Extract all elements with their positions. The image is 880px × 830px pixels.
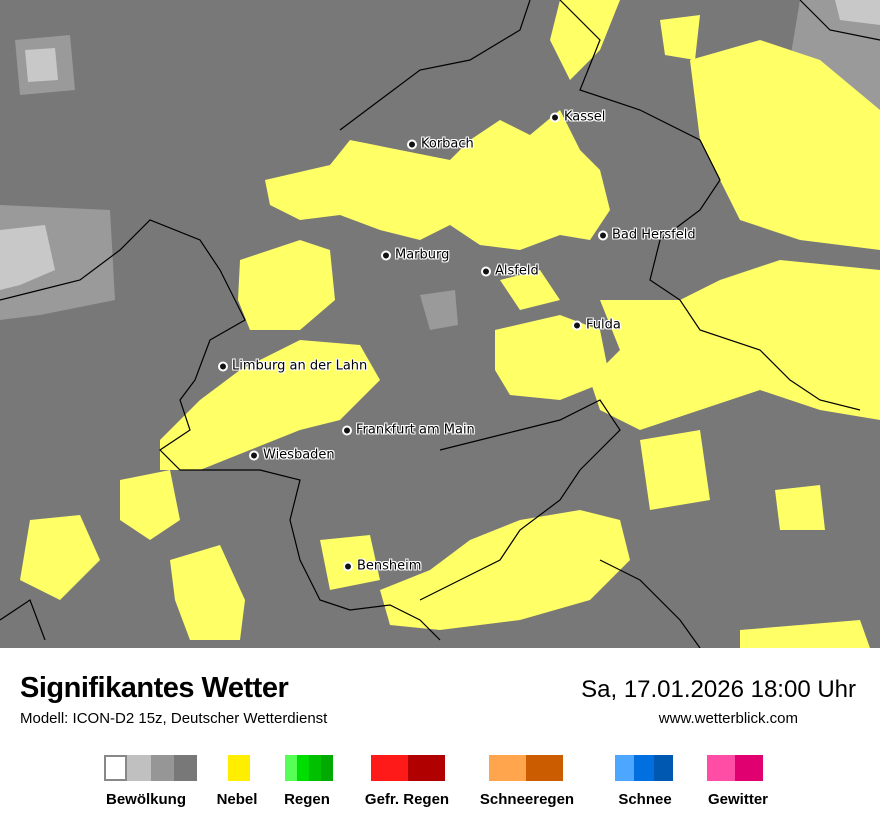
city-korbach: Korbach xyxy=(407,137,474,152)
legend-color-chip xyxy=(615,755,635,781)
city-marker-icon xyxy=(343,561,353,571)
city-bensheim: Bensheim xyxy=(343,559,421,574)
legend-label: Gewitter xyxy=(707,791,769,808)
website-link[interactable]: www.wetterblick.com xyxy=(658,710,798,727)
legend-label: Regen xyxy=(284,791,330,808)
legend-label: Bewölkung xyxy=(105,791,187,808)
legend-swatch-regen xyxy=(285,755,333,781)
city-marker-icon xyxy=(481,266,491,276)
forecast-datetime: Sa, 17.01.2026 18:00 Uhr xyxy=(581,676,856,703)
legend-color-chip xyxy=(735,755,763,781)
legend-label: Schneeregen xyxy=(479,791,575,808)
legend-swatch-schnee xyxy=(615,755,673,781)
city-marker-icon xyxy=(342,425,352,435)
legend-color-chip xyxy=(127,755,151,781)
legend-color-chip xyxy=(371,755,408,781)
legend-label: Schnee xyxy=(618,791,672,808)
legend-color-chip xyxy=(526,755,563,781)
fog-areas xyxy=(20,0,880,648)
city-marker-icon xyxy=(572,320,582,330)
legend-color-chip xyxy=(653,755,673,781)
city-marburg: Marburg xyxy=(381,248,449,263)
state-borders xyxy=(0,0,880,648)
map-layer xyxy=(0,0,880,648)
city-wiesbaden: Wiesbaden xyxy=(249,448,335,463)
legend-color-chip xyxy=(634,755,654,781)
legend-color-chip xyxy=(408,755,445,781)
city-marker-icon xyxy=(407,139,417,149)
legend-swatch-nebel xyxy=(228,755,250,781)
footer: Signifikantes Wetter Modell: ICON-D2 15z… xyxy=(0,648,880,830)
legend-swatch-schneeregen xyxy=(489,755,563,781)
city-marker-icon xyxy=(218,361,228,371)
city-marker-icon xyxy=(550,112,560,122)
city-kassel: Kassel xyxy=(550,110,605,125)
city-fulda: Fulda xyxy=(572,318,621,333)
weather-map: Kassel Korbach Bad Hersfeld Marburg Alsf… xyxy=(0,0,880,648)
legend-label: Gefr. Regen xyxy=(364,791,450,808)
legend-label: Nebel xyxy=(216,791,258,808)
map-title: Signifikantes Wetter xyxy=(20,672,289,704)
legend-color-chip xyxy=(173,755,197,781)
legend-swatch-gefr-regen xyxy=(371,755,445,781)
legend-color-chip xyxy=(489,755,526,781)
legend-color-chip xyxy=(228,755,250,781)
city-limburg: Limburg an der Lahn xyxy=(218,359,367,374)
model-info: Modell: ICON-D2 15z, Deutscher Wetterdie… xyxy=(20,710,328,727)
city-marker-icon xyxy=(249,450,259,460)
legend-swatch-bewoelkung xyxy=(104,755,197,781)
city-alsfeld: Alsfeld xyxy=(481,264,539,279)
legend-color-chip xyxy=(285,755,297,781)
city-frankfurt: Frankfurt am Main xyxy=(342,423,475,438)
city-marker-icon xyxy=(598,230,608,240)
legend-color-chip xyxy=(707,755,735,781)
legend-color-chip xyxy=(104,755,128,781)
city-marker-icon xyxy=(381,250,391,260)
legend-color-chip xyxy=(321,755,333,781)
city-bad-hersfeld: Bad Hersfeld xyxy=(598,228,696,243)
cloud-light-areas xyxy=(0,0,880,290)
legend-swatch-gewitter xyxy=(707,755,763,781)
legend-color-chip xyxy=(150,755,174,781)
legend-color-chip xyxy=(297,755,309,781)
legend-color-chip xyxy=(309,755,321,781)
